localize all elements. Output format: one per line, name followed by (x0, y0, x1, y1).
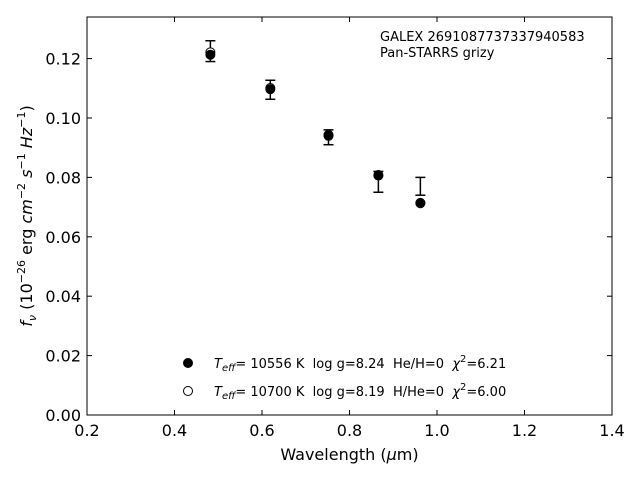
filled-point (205, 49, 216, 60)
y-tick-label: 0.02 (45, 347, 81, 366)
filled-point (415, 198, 426, 209)
legend-marker-open (183, 386, 193, 396)
legend: Teff= 10556 K log g=8.24 He/H=0 χ2=6.21 … (183, 354, 506, 402)
x-tick-label: 0.4 (162, 421, 187, 440)
x-tick-label: 1.4 (599, 421, 624, 440)
annotation-survey-id: GALEX 2691087737337940583 (380, 30, 585, 45)
plot-frame (86, 16, 613, 416)
filled-point (373, 170, 384, 181)
filled-point (323, 130, 334, 141)
legend-marker-filled (183, 358, 193, 368)
annotation-photometry: Pan-STARRS grizy (380, 46, 495, 61)
x-tick-label: 1.2 (512, 421, 537, 440)
x-axis-label: Wavelength (μm) (280, 445, 418, 464)
legend-entry-2: Teff= 10700 K log g=8.19 H/He=0 χ2=6.00 (214, 382, 506, 402)
series-filled-markers (205, 49, 426, 209)
y-tick-label: 0.04 (45, 287, 81, 306)
y-tick-label: 0.12 (45, 50, 81, 69)
y-tick-label: 0.08 (45, 168, 81, 187)
x-axis: 0.2 0.4 0.6 0.8 1.0 1.2 1.4 (74, 17, 625, 440)
y-tick-label: 0.10 (45, 109, 81, 128)
x-tick-label: 1.0 (424, 421, 449, 440)
observed-errorbars (205, 40, 426, 196)
y-tick-label: 0.00 (45, 406, 81, 425)
y-tick-label: 0.06 (45, 228, 81, 247)
filled-point (265, 84, 276, 95)
legend-entry-1: Teff= 10556 K log g=8.24 He/H=0 χ2=6.21 (214, 354, 506, 374)
y-axis-label: fν (10−26 erg cm−2 s−1 Hz−1) (15, 105, 39, 326)
x-tick-label: 0.6 (249, 421, 274, 440)
x-tick-label: 0.2 (74, 421, 99, 440)
series-open-markers (205, 47, 426, 208)
y-axis: 0.00 0.02 0.04 0.06 0.08 0.10 0.12 (45, 50, 612, 425)
x-tick-label: 0.8 (337, 421, 362, 440)
